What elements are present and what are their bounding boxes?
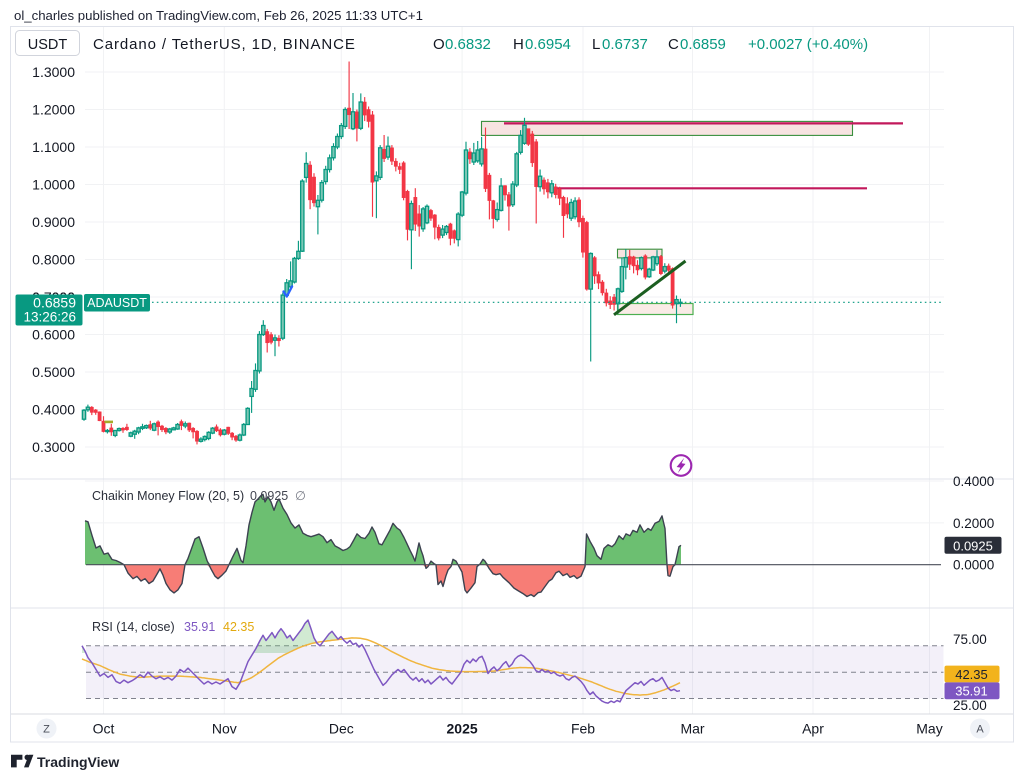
svg-text:0.4000: 0.4000 (32, 402, 75, 418)
svg-text:∅: ∅ (295, 489, 306, 503)
svg-text:1.3000: 1.3000 (32, 64, 75, 80)
svg-text:H: H (513, 36, 524, 53)
svg-text:0.6859: 0.6859 (33, 295, 76, 311)
svg-text:TradingView: TradingView (37, 754, 119, 770)
svg-text:Mar: Mar (680, 721, 704, 737)
svg-text:Dec: Dec (329, 721, 354, 737)
svg-text:May: May (916, 721, 942, 737)
svg-text:1.2000: 1.2000 (32, 102, 75, 118)
svg-text:0.8000: 0.8000 (32, 252, 75, 268)
svg-text:75.00: 75.00 (953, 632, 987, 647)
svg-text:1.1000: 1.1000 (32, 139, 75, 155)
svg-text:13:26:26: 13:26:26 (23, 310, 76, 325)
svg-text:RSI (14, close): RSI (14, close) (92, 620, 175, 634)
svg-text:0.6000: 0.6000 (32, 327, 75, 343)
svg-text:Feb: Feb (571, 721, 595, 737)
svg-text:Oct: Oct (93, 721, 115, 737)
svg-text:0.6954: 0.6954 (525, 36, 571, 53)
svg-text:ol_charles published on Tradin: ol_charles published on TradingView.com,… (14, 8, 423, 23)
svg-text:0.2000: 0.2000 (953, 516, 994, 531)
svg-text:0.9000: 0.9000 (32, 214, 75, 230)
svg-text:ADAUSDT: ADAUSDT (87, 296, 147, 310)
svg-text:O: O (433, 36, 445, 53)
svg-text:Z: Z (43, 724, 50, 736)
svg-text:0.6832: 0.6832 (445, 36, 491, 53)
svg-text:USDT: USDT (28, 37, 68, 53)
svg-text:0.0000: 0.0000 (953, 558, 994, 573)
svg-text:35.91: 35.91 (184, 620, 215, 634)
svg-text:42.35: 42.35 (223, 620, 254, 634)
svg-text:0.0925: 0.0925 (250, 489, 288, 503)
svg-text:42.35: 42.35 (955, 667, 988, 682)
svg-text:A: A (976, 724, 984, 736)
svg-text:2025: 2025 (447, 721, 478, 737)
svg-text:0.5000: 0.5000 (32, 364, 75, 380)
svg-text:Apr: Apr (802, 721, 824, 737)
svg-text:0.3000: 0.3000 (32, 439, 75, 455)
svg-text:1.0000: 1.0000 (32, 177, 75, 193)
svg-text:Chaikin Money Flow (20, 5): Chaikin Money Flow (20, 5) (92, 489, 244, 503)
svg-text:L: L (592, 36, 600, 53)
svg-text:+0.0027 (+0.40%): +0.0027 (+0.40%) (748, 36, 868, 53)
svg-text:0.4000: 0.4000 (953, 474, 994, 489)
svg-text:35.91: 35.91 (955, 684, 988, 699)
svg-text:Cardano / TetherUS, 1D, BINANC: Cardano / TetherUS, 1D, BINANCE (93, 36, 356, 53)
svg-text:0.6737: 0.6737 (602, 36, 648, 53)
svg-text:25.00: 25.00 (953, 698, 987, 713)
svg-text:C: C (668, 36, 679, 53)
svg-text:Nov: Nov (212, 721, 237, 737)
svg-text:0.6859: 0.6859 (680, 36, 726, 53)
svg-text:0.0925: 0.0925 (953, 538, 993, 553)
